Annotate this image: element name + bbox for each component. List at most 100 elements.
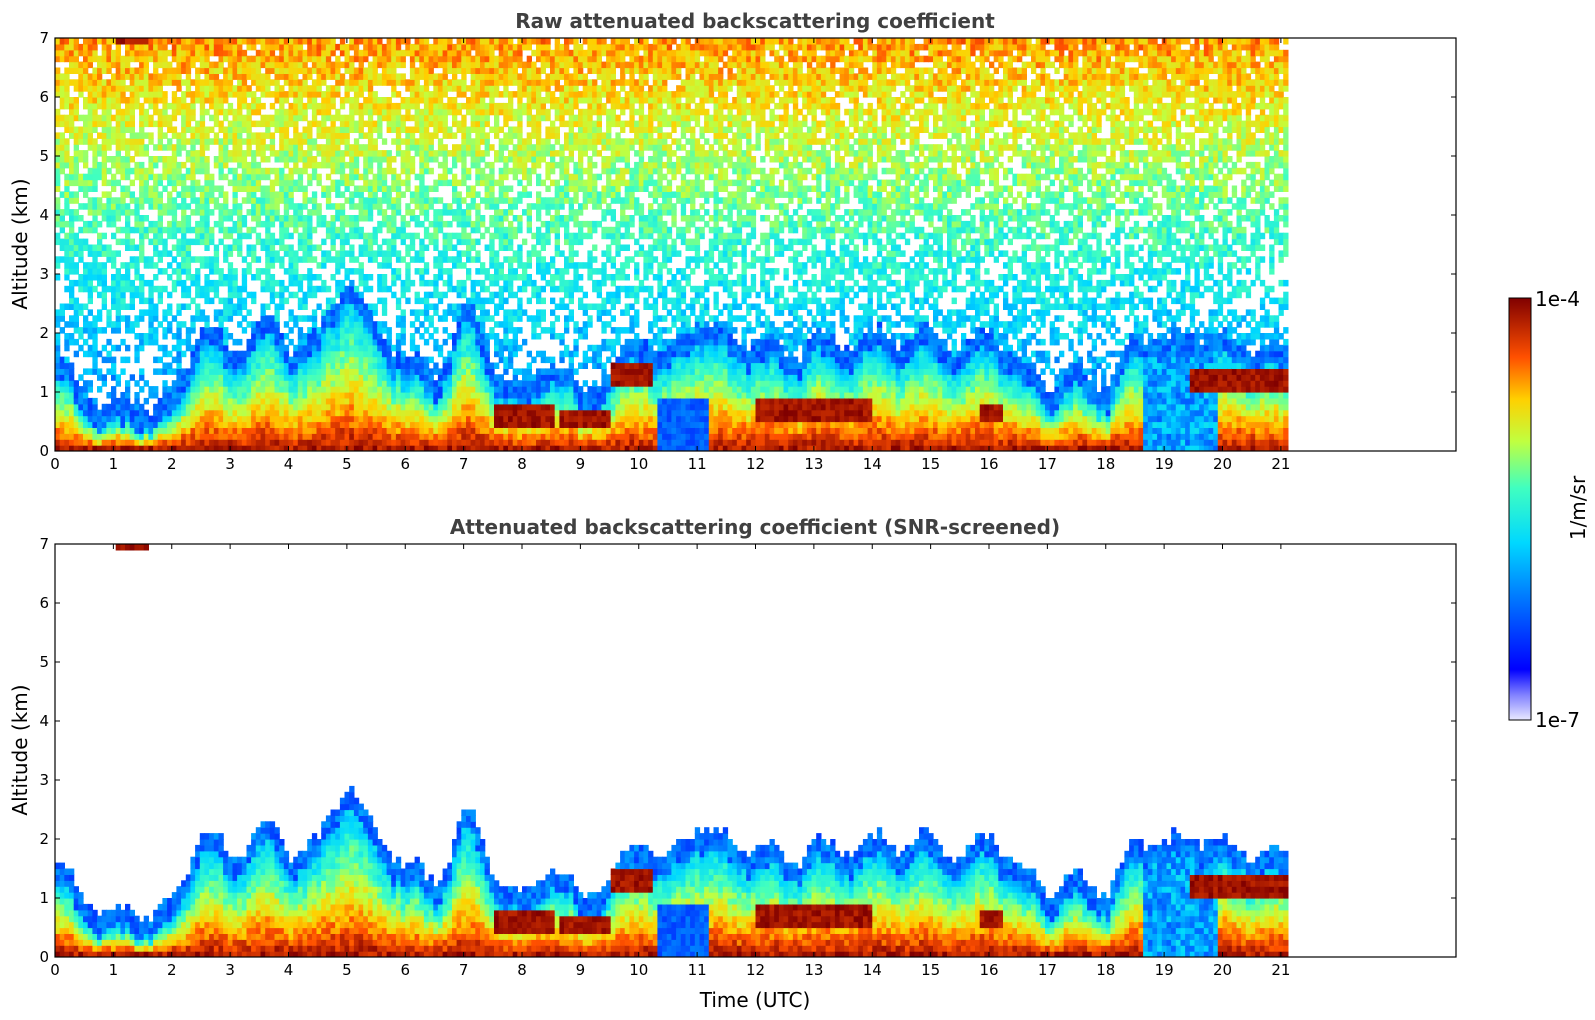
heatmap-cell	[101, 97, 107, 104]
heatmap-cell	[176, 150, 182, 157]
heatmap-cell	[195, 43, 201, 51]
heatmap-cell	[447, 132, 453, 139]
heatmap-cell	[134, 445, 140, 451]
heatmap-cell	[55, 309, 61, 316]
heatmap-cell	[461, 179, 467, 187]
heatmap-cell	[391, 392, 397, 399]
heatmap-cell	[470, 61, 476, 69]
heatmap-cell	[405, 161, 411, 169]
heatmap-cell	[213, 439, 220, 446]
heatmap-cell	[353, 150, 360, 157]
heatmap-cell	[339, 250, 346, 257]
heatmap-cell	[325, 303, 332, 310]
heatmap-cell	[447, 356, 453, 364]
heatmap-cell	[456, 397, 462, 405]
heatmap-cell	[414, 350, 420, 358]
heatmap-cell	[134, 403, 140, 411]
heatmap-cell	[199, 368, 206, 375]
heatmap-cell	[237, 439, 243, 446]
heatmap-cell	[395, 321, 402, 328]
heatmap-cell	[148, 392, 154, 399]
heatmap-cell	[73, 392, 79, 399]
heatmap-cell	[111, 220, 117, 228]
heatmap-cell	[106, 114, 112, 122]
heatmap-cell	[414, 362, 420, 369]
heatmap-cell	[218, 433, 224, 440]
heatmap-cell	[241, 79, 248, 86]
heatmap-cell	[255, 197, 262, 204]
heatmap-cell	[83, 38, 89, 45]
heatmap-cell	[64, 67, 70, 74]
heatmap-cell	[311, 380, 318, 387]
heatmap-cell	[204, 167, 210, 175]
heatmap-cell	[409, 156, 416, 163]
heatmap-cell	[363, 321, 369, 328]
heatmap-cell	[237, 203, 243, 210]
heatmap-cell	[409, 386, 416, 393]
heatmap-cell	[433, 220, 439, 228]
heatmap-cell	[213, 392, 220, 399]
heatmap-cell	[87, 209, 93, 216]
heatmap-cell	[204, 415, 210, 423]
heatmap-cell	[330, 43, 336, 51]
heatmap-cell	[447, 285, 453, 293]
heatmap-cell	[148, 433, 154, 440]
heatmap-cell	[405, 43, 411, 51]
heatmap-cell	[391, 120, 397, 128]
heatmap-cell	[307, 409, 313, 417]
heatmap-cell	[466, 244, 472, 251]
heatmap-cell	[475, 368, 481, 375]
heatmap-cell	[269, 179, 276, 187]
heatmap-cell	[143, 43, 149, 51]
heatmap-cell	[321, 285, 327, 293]
heatmap-cell	[92, 49, 98, 57]
heatmap-cell	[59, 256, 65, 263]
heatmap-cell	[181, 126, 187, 133]
heatmap-cell	[129, 191, 135, 198]
heatmap-cell	[447, 309, 453, 316]
heatmap-cell	[69, 102, 75, 110]
heatmap-cell	[213, 445, 220, 451]
heatmap-cell	[428, 79, 434, 86]
heatmap-cell	[437, 61, 444, 69]
heatmap-cell	[302, 79, 308, 86]
heatmap-cell	[181, 374, 187, 381]
heatmap-cell	[349, 362, 355, 369]
heatmap-cell	[367, 144, 374, 151]
heatmap-cell	[302, 91, 308, 98]
heatmap-cell	[255, 132, 262, 139]
heatmap-cell	[209, 43, 215, 51]
heatmap-cell	[330, 179, 336, 187]
heatmap-cell	[237, 427, 243, 434]
heatmap-cell	[162, 61, 168, 69]
heatmap-cell	[185, 108, 192, 116]
heatmap-cell	[288, 403, 294, 411]
heatmap-cell	[358, 279, 364, 287]
heatmap-cell	[381, 61, 388, 69]
heatmap-cell	[386, 350, 392, 358]
heatmap-cell	[269, 244, 276, 251]
heatmap-cell	[283, 150, 290, 157]
heatmap-cell	[195, 433, 201, 440]
heatmap-cell	[269, 415, 276, 423]
heatmap-cell	[311, 67, 318, 74]
heatmap-cell	[251, 215, 257, 222]
heatmap-cell	[302, 226, 308, 234]
heatmap-cell	[246, 362, 252, 369]
heatmap-cell	[452, 439, 458, 446]
heatmap-cell	[195, 238, 201, 246]
heatmap-cell	[442, 132, 448, 139]
heatmap-cell	[395, 386, 402, 393]
heatmap-cell	[185, 262, 192, 269]
heatmap-cell	[297, 232, 304, 240]
heatmap-cell	[251, 439, 257, 446]
heatmap-cell	[87, 397, 93, 405]
heatmap-cell	[73, 380, 79, 387]
heatmap-cell	[283, 67, 290, 74]
heatmap-cell	[246, 132, 252, 139]
heatmap-cell	[232, 179, 238, 187]
heatmap-cell	[442, 268, 448, 275]
heatmap-cell	[157, 409, 163, 417]
heatmap-cell	[218, 120, 224, 128]
heatmap-cell	[344, 274, 350, 281]
